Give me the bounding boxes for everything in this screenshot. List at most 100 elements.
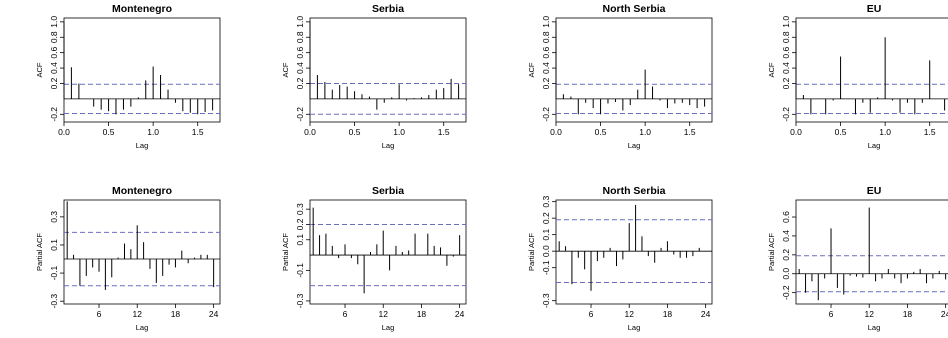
y-tick-label: 0.4 (781, 230, 791, 242)
x-tick-label: 1.0 (639, 127, 651, 137)
plot-frame (555, 199, 713, 305)
x-tick-label: 12 (378, 309, 388, 319)
x-tick-label: 0.0 (304, 127, 316, 137)
y-tick-label: 0.2 (295, 218, 305, 230)
x-tick-label: 6 (829, 309, 834, 319)
y-tick-label: 0.1 (49, 239, 59, 251)
y-axis-label: Partial ACF (527, 233, 536, 271)
x-tick-label: 18 (903, 309, 913, 319)
x-tick-label: 1.0 (147, 127, 159, 137)
y-tick-label: 0.3 (49, 211, 59, 223)
y-tick-label: 0.2 (781, 77, 791, 89)
y-tick-label: 0.2 (781, 249, 791, 261)
x-tick-label: 0.0 (58, 127, 70, 137)
chart-title: Serbia (372, 3, 404, 15)
y-tick-label: 0.6 (49, 46, 59, 58)
y-tick-label: 0.8 (295, 31, 305, 43)
panel-pacf-montenegro: Montenegro 6 12 18 24 -0.3 -0.1 0.1 0.3 Lag Partia… (35, 185, 221, 332)
plot-frame (309, 17, 467, 123)
plot-frame (63, 17, 221, 123)
plot-frame (63, 199, 221, 305)
y-tick-label: 0.4 (541, 62, 551, 74)
y-axis-label: ACF (527, 62, 536, 77)
y-tick-label: 0.6 (781, 46, 791, 58)
x-tick-label: 18 (417, 309, 427, 319)
y-tick-label: 1.0 (49, 16, 59, 28)
y-tick-label: -0.2 (781, 107, 791, 122)
y-tick-label: 0.3 (541, 195, 551, 207)
panel-acf-north-serbia: North Serbia 0.0 0.5 1.0 1.5 -0.2 0.2 0.4 0.6 0.8… (527, 3, 713, 150)
y-tick-label: 0.6 (781, 211, 791, 223)
x-tick-label: 12 (864, 309, 874, 319)
y-tick-label: -0.3 (541, 293, 551, 308)
x-axis-label: Lag (868, 323, 881, 332)
x-tick-label: 1.5 (924, 127, 936, 137)
chart-title: EU (867, 3, 882, 15)
y-axis-label: ACF (35, 62, 44, 77)
x-axis-label: Lag (136, 323, 149, 332)
x-tick-label: 18 (663, 309, 673, 319)
y-tick-label: -0.3 (49, 294, 59, 309)
panel-pacf-north-serbia: North Serbia 6 12 18 24 -0.3 -0.1 0.0 0.1 0.2 0.3 L… (527, 185, 713, 332)
x-axis-label: Lag (868, 141, 881, 150)
panel-acf-eu: EU 0.0 0.5 1.0 1.5 -0.2 0.2 0.4 0.6 0.8 1.0 Lag ACF (767, 3, 948, 150)
chart-title: North Serbia (602, 3, 665, 15)
y-tick-label: 0.2 (49, 77, 59, 89)
y-tick-label: 0.4 (781, 62, 791, 74)
y-axis-label: Partial ACF (35, 233, 44, 271)
y-axis-label: Partial ACF (281, 233, 290, 271)
x-tick-label: 6 (97, 309, 102, 319)
y-tick-label: 1.0 (781, 16, 791, 28)
chart-title: North Serbia (602, 185, 665, 197)
x-tick-label: 24 (941, 309, 948, 319)
y-tick-label: 0.4 (295, 62, 305, 74)
y-tick-label: 0.8 (49, 31, 59, 43)
x-axis-label: Lag (628, 323, 641, 332)
plot-frame (555, 17, 713, 123)
chart-title: Montenegro (112, 185, 172, 197)
y-tick-label: 0.3 (295, 203, 305, 215)
y-tick-label: 0.8 (781, 31, 791, 43)
x-tick-label: 0.5 (595, 127, 607, 137)
plot-frame (795, 199, 948, 305)
chart-title: EU (867, 185, 882, 197)
x-tick-label: 0.5 (835, 127, 847, 137)
x-tick-label: 0.0 (550, 127, 562, 137)
chart-title: Serbia (372, 185, 404, 197)
x-tick-label: 24 (209, 309, 219, 319)
x-tick-label: 0.5 (103, 127, 115, 137)
y-tick-label: 0.6 (541, 46, 551, 58)
x-tick-label: 1.0 (393, 127, 405, 137)
x-tick-label: 6 (589, 309, 594, 319)
y-tick-label: -0.2 (781, 285, 791, 300)
y-tick-label: 0.4 (49, 62, 59, 74)
x-tick-label: 12 (624, 309, 634, 319)
y-tick-label: 0.2 (541, 77, 551, 89)
x-tick-label: 1.5 (192, 127, 204, 137)
x-axis-label: Lag (628, 141, 641, 150)
panel-acf-montenegro: Montenegro 0.0 0.5 1.0 1.5 -0.2 0.2 0.4 0.6 0.8 1.… (35, 3, 221, 150)
y-tick-label: 0.2 (541, 212, 551, 224)
y-tick-label: -0.2 (295, 107, 305, 122)
y-tick-label: -0.2 (49, 107, 59, 122)
x-tick-label: 1.5 (438, 127, 450, 137)
x-axis-label: Lag (382, 141, 395, 150)
chart-title: Montenegro (112, 3, 172, 15)
x-tick-label: 1.5 (684, 127, 696, 137)
x-axis-label: Lag (382, 323, 395, 332)
y-tick-label: 0.8 (541, 31, 551, 43)
y-tick-label: 0.0 (541, 245, 551, 257)
x-tick-label: 18 (171, 309, 181, 319)
y-tick-label: -0.1 (541, 260, 551, 275)
panel-acf-serbia: Serbia 0.0 0.5 1.0 1.5 -0.2 0.2 0.4 0.6 0.8 1.0 Lag… (281, 3, 467, 150)
panel-pacf-serbia: Serbia 6 12 18 24 -0.3 -0.1 0.1 0.2 0.3 Lag Partial… (281, 185, 467, 332)
x-tick-label: 6 (343, 309, 348, 319)
y-tick-label: -0.3 (295, 293, 305, 308)
y-axis-label: ACF (281, 62, 290, 77)
x-tick-label: 1.0 (879, 127, 891, 137)
x-tick-label: 0.0 (790, 127, 802, 137)
y-tick-label: -0.2 (541, 107, 551, 122)
x-tick-label: 0.5 (349, 127, 361, 137)
y-tick-label: 0.1 (295, 234, 305, 246)
